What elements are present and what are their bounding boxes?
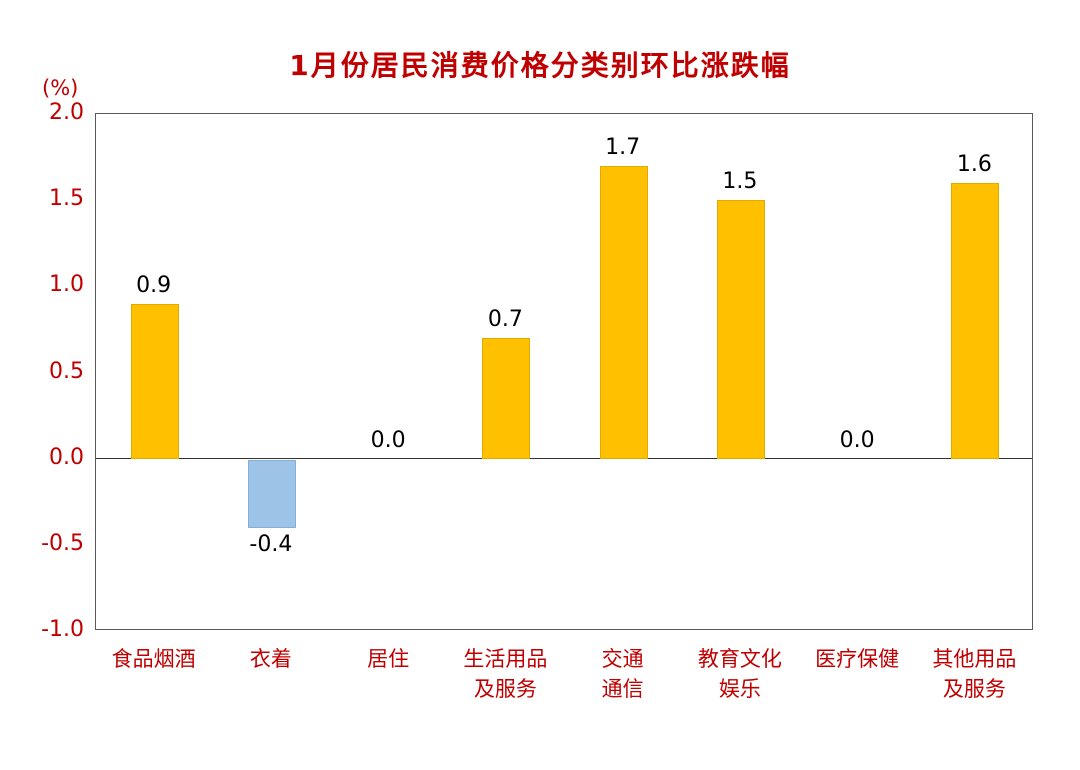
x-category-label-line: 及服务	[473, 677, 537, 701]
x-category-label: 教育文化 娱乐	[660, 644, 820, 704]
bar	[482, 338, 531, 459]
x-category-label-line: 居住	[367, 647, 410, 671]
x-category-label-line: 娱乐	[718, 677, 761, 701]
value-label: 0.0	[839, 427, 875, 453]
bar	[599, 165, 648, 459]
x-category-label: 其他用品 及服务	[894, 644, 1054, 704]
x-category-label: 居住	[308, 644, 468, 674]
x-category-label: 交通 通信	[543, 644, 703, 704]
x-category-label-line: 食品烟酒	[111, 647, 196, 671]
y-tick-label: 0.5	[49, 358, 84, 384]
x-category-label-line: 教育文化	[697, 647, 782, 671]
x-category-label: 衣着	[191, 644, 351, 674]
y-tick-label: 1.0	[49, 272, 84, 298]
y-axis-unit-label: (%)	[42, 76, 79, 100]
y-tick-label: -0.5	[41, 530, 84, 556]
value-label: -0.4	[249, 531, 293, 557]
y-tick-label: -1.0	[41, 617, 84, 642]
chart-title: 1月份居民消费价格分类别环比涨跌幅	[289, 49, 791, 82]
x-category-label-line: 及服务	[942, 677, 1006, 701]
bar	[130, 303, 179, 459]
x-category-label-line: 其他用品	[932, 647, 1017, 671]
value-label: 1.5	[722, 169, 758, 195]
bar	[951, 182, 1000, 459]
value-label: 0.9	[136, 272, 172, 298]
x-category-label-line: 生活用品	[463, 647, 548, 671]
x-category-label: 食品烟酒	[74, 644, 234, 674]
x-category-label-line: 医疗保健	[815, 647, 900, 671]
value-label: 0.0	[370, 427, 406, 453]
plot-area	[95, 113, 1033, 630]
zero-axis-line	[96, 458, 1032, 460]
x-category-label-line: 衣着	[249, 647, 292, 671]
bar	[716, 200, 765, 459]
y-tick-label: 1.5	[49, 186, 84, 212]
value-label: 0.7	[487, 307, 523, 333]
value-label: 1.6	[956, 151, 992, 177]
y-tick-label: 0.0	[49, 444, 84, 470]
bar	[247, 459, 296, 528]
x-category-label-line: 通信	[601, 677, 644, 701]
x-category-label: 生活用品 及服务	[425, 644, 585, 704]
x-category-label-line: 交通	[601, 647, 644, 671]
x-category-label: 医疗保健	[777, 644, 937, 674]
value-label: 1.7	[605, 134, 641, 160]
y-tick-label: 2.0	[49, 100, 84, 125]
